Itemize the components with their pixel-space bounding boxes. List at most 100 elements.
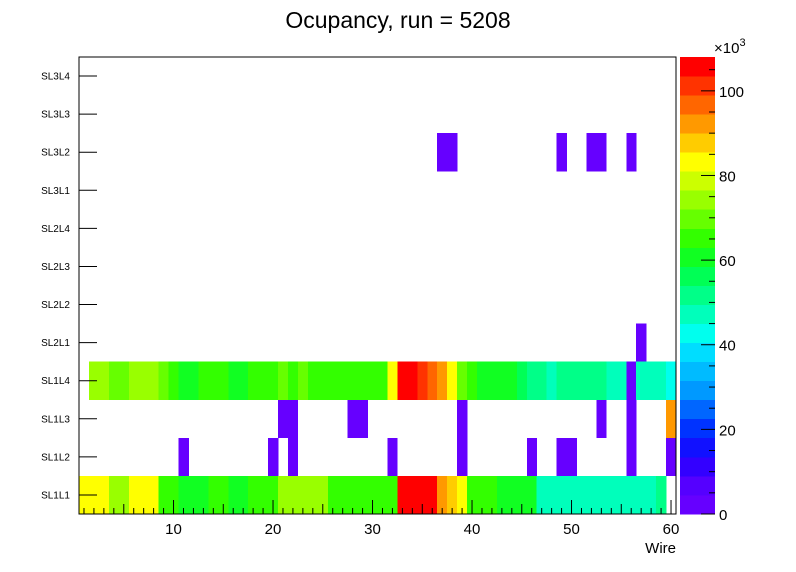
heatmap-cell xyxy=(118,361,130,400)
palette-swatch xyxy=(680,475,715,496)
heatmap-cell xyxy=(477,361,488,400)
heatmap-cell xyxy=(188,475,199,514)
heatmap-cell xyxy=(556,361,567,400)
heatmap-cell xyxy=(457,437,468,476)
heatmap-cell xyxy=(407,361,418,400)
heatmap-cell xyxy=(506,475,518,514)
heatmap-cell xyxy=(108,361,120,400)
heatmap-cell xyxy=(526,475,537,514)
heatmap-cell xyxy=(118,475,130,514)
x-axis-title: Wire xyxy=(645,540,676,557)
heatmap-cell xyxy=(238,361,249,400)
heatmap-cell xyxy=(596,399,607,438)
palette-tick-label: 40 xyxy=(719,338,736,355)
heatmap-cell xyxy=(198,475,209,514)
heatmap-cell xyxy=(556,475,567,514)
x-tick-label: 60 xyxy=(663,521,680,538)
heatmap-cell xyxy=(307,475,319,514)
palette-tick-label: 80 xyxy=(719,168,736,185)
heatmap-cell xyxy=(278,361,289,400)
palette-swatch xyxy=(680,133,715,153)
heatmap-cell xyxy=(258,475,269,514)
heatmap-cell xyxy=(377,475,388,514)
heatmap-cell xyxy=(646,361,657,400)
heatmap-cell xyxy=(208,475,219,514)
heatmap-cell xyxy=(218,361,229,400)
heatmap-cell xyxy=(268,475,279,514)
heatmap-cell xyxy=(138,361,149,400)
heatmap-cell xyxy=(586,475,597,514)
heatmap-cell xyxy=(566,437,577,476)
heatmap-cell xyxy=(646,475,657,514)
heatmap-cell xyxy=(268,437,279,476)
palette-swatch xyxy=(680,285,715,305)
x-tick-label: 10 xyxy=(165,521,182,538)
y-tick-label: SL3L2 xyxy=(41,148,70,159)
heatmap-cell xyxy=(238,475,249,514)
heatmap-cell xyxy=(168,361,179,400)
heatmap-cell xyxy=(626,475,637,514)
heatmap-cell xyxy=(287,361,299,400)
heatmap-cell xyxy=(636,475,647,514)
palette-swatch xyxy=(680,437,715,458)
plot-frame xyxy=(78,56,677,515)
heatmap-cell xyxy=(248,361,259,400)
palette-swatch xyxy=(680,190,715,210)
heatmap-cell xyxy=(606,475,617,514)
palette-swatch xyxy=(680,152,715,172)
heatmap-cell xyxy=(447,361,458,400)
palette-swatch xyxy=(680,57,715,77)
heatmap-cell xyxy=(178,437,189,476)
heatmap-cell xyxy=(287,399,299,438)
heatmap-cell xyxy=(278,399,289,438)
heatmap-cell xyxy=(278,475,289,514)
y-tick-label: SL1L1 xyxy=(41,490,70,501)
heatmap-cell xyxy=(228,361,239,400)
heatmap-cell xyxy=(208,361,219,400)
palette-swatch xyxy=(680,323,715,344)
heatmap-cell xyxy=(616,361,627,400)
heatmap-cell xyxy=(417,475,428,514)
palette-swatch xyxy=(680,266,715,286)
heatmap-cell xyxy=(576,475,587,514)
y-tick-label: SL3L4 xyxy=(41,72,70,83)
heatmap-cell xyxy=(407,475,418,514)
heatmap-cell xyxy=(258,361,269,400)
y-tick-label: SL2L2 xyxy=(41,300,70,311)
heatmap-cell xyxy=(357,475,368,514)
heatmap-cell xyxy=(636,361,647,400)
palette-swatch xyxy=(680,342,715,363)
heatmap-cell xyxy=(596,361,607,400)
y-tick-label: SL2L4 xyxy=(41,224,70,235)
heatmap-cell xyxy=(98,361,110,400)
heatmap-cell xyxy=(397,361,408,400)
heatmap-cell xyxy=(556,437,567,476)
heatmap-cell xyxy=(347,399,358,438)
heatmap-cell xyxy=(656,475,667,514)
x-tick-label: 50 xyxy=(563,521,580,538)
heatmap-cell xyxy=(437,475,448,514)
heatmap-cell xyxy=(556,133,567,172)
heatmap-cell xyxy=(387,361,398,400)
heatmap-cell xyxy=(566,361,577,400)
heatmap-cell xyxy=(626,437,637,476)
heatmap-cell xyxy=(666,399,677,438)
heatmap-cell xyxy=(417,361,428,400)
heatmap-cell xyxy=(576,361,587,400)
heatmap-cell xyxy=(526,361,537,400)
y-tick-label: SL2L3 xyxy=(41,262,70,273)
heatmap-cell xyxy=(586,133,597,172)
heatmap-cell xyxy=(287,437,299,476)
heatmap-cell xyxy=(477,475,488,514)
heatmap-cell xyxy=(228,475,239,514)
y-tick-label: SL1L3 xyxy=(41,414,70,425)
heatmap-cell xyxy=(158,361,169,400)
heatmap-cell xyxy=(248,475,259,514)
palette-swatch xyxy=(680,95,715,115)
heatmap-cell xyxy=(626,399,637,438)
heatmap-cell xyxy=(467,475,478,514)
palette-swatch xyxy=(680,494,715,515)
heatmap-cell xyxy=(626,361,637,400)
palette-swatch xyxy=(680,114,715,134)
